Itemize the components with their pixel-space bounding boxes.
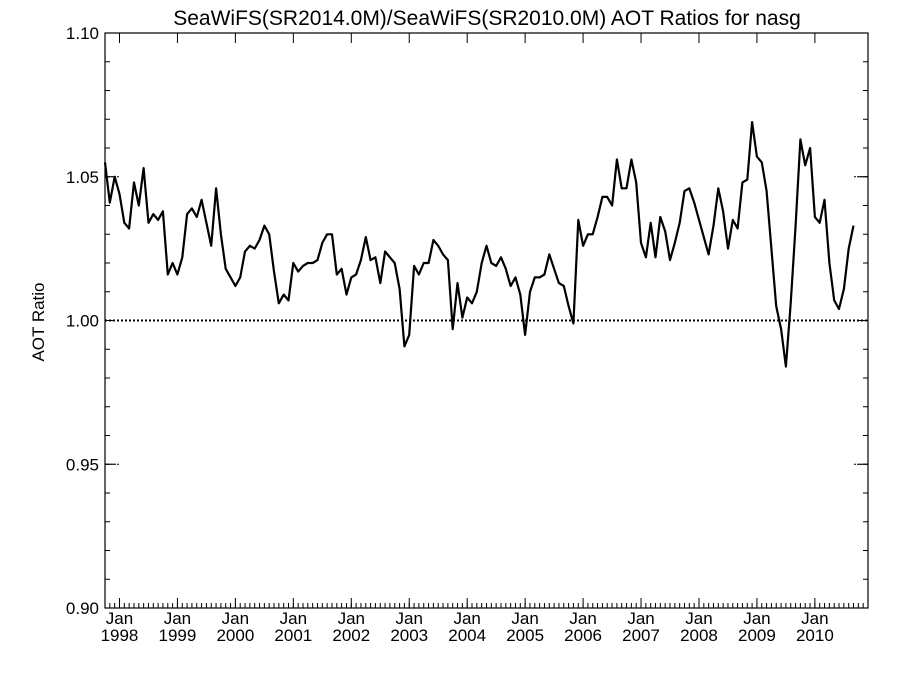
x-axis: Jan1998Jan1999Jan2000Jan2001Jan2002Jan20… (101, 33, 869, 645)
x-tick-month: Jan (396, 609, 423, 628)
y-axis: 0.90 0.95 1.00 1.05 1.10 (66, 24, 868, 618)
x-tick-month: Jan (627, 609, 654, 628)
chart-title: SeaWiFS(SR2014.0M)/SeaWiFS(SR2010.0M) AO… (173, 7, 801, 30)
x-tick-year: 2009 (738, 626, 776, 645)
x-tick-month: Jan (743, 609, 770, 628)
x-tick-month: Jan (222, 609, 249, 628)
x-tick-year: 2006 (564, 626, 602, 645)
y-tick-label: 0.95 (66, 455, 99, 474)
y-tick-label: 1.05 (66, 168, 99, 187)
x-tick-year: 2005 (506, 626, 544, 645)
x-tick-year: 2002 (332, 626, 370, 645)
x-tick-month: Jan (280, 609, 307, 628)
y-tick-label: 1.00 (66, 312, 99, 331)
x-tick-month: Jan (338, 609, 365, 628)
x-tick-year: 2008 (680, 626, 718, 645)
x-tick-month: Jan (801, 609, 828, 628)
x-tick-month: Jan (685, 609, 712, 628)
x-tick-year: 2010 (796, 626, 834, 645)
y-axis-label: AOT Ratio (29, 282, 48, 361)
series-line-0 (103, 120, 855, 368)
x-tick-year: 2007 (622, 626, 660, 645)
x-tick-month: Jan (569, 609, 596, 628)
y-tick-label: 0.90 (66, 599, 99, 618)
x-tick-month: Jan (106, 609, 133, 628)
x-tick-year: 1999 (159, 626, 197, 645)
x-tick-year: 2003 (390, 626, 428, 645)
x-tick-year: 2004 (448, 626, 486, 645)
y-tick-label: 1.10 (66, 24, 99, 43)
x-tick-month: Jan (511, 609, 538, 628)
x-tick-year: 1998 (101, 626, 139, 645)
x-tick-year: 2001 (274, 626, 312, 645)
series-layer (103, 120, 855, 368)
x-tick-month: Jan (164, 609, 191, 628)
x-tick-month: Jan (453, 609, 480, 628)
x-tick-year: 2000 (216, 626, 254, 645)
